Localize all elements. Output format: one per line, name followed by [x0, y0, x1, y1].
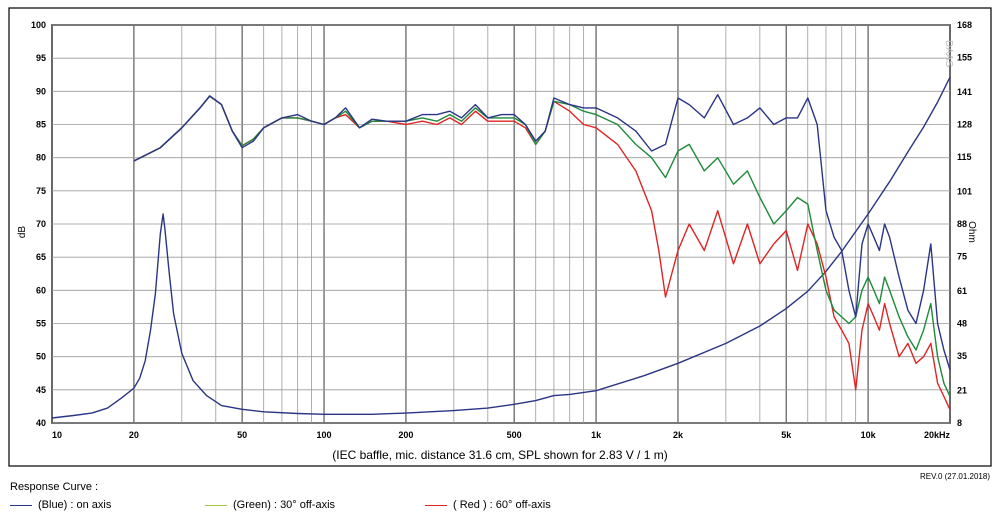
grid: [51, 24, 951, 424]
y-axis-label: dB: [17, 226, 28, 239]
y-tick-label: 40: [36, 418, 46, 428]
y2-tick-label: 155: [957, 52, 972, 62]
x-tick-label: 50: [237, 430, 247, 440]
legend-label-red: ( Red ) : 60° off-axis: [453, 499, 551, 511]
legend-item-blue: (Blue) : on axis: [10, 499, 111, 511]
chart-caption: (IEC baffle, mic. distance 31.6 cm, SPL …: [332, 448, 667, 462]
x-tick-label: 10: [52, 430, 62, 440]
legend-item-red: ( Red ) : 60° off-axis: [425, 499, 551, 511]
y2-axis-label: Ohm: [966, 221, 977, 243]
series-line-blue: [133, 94, 951, 371]
series-line-green: [133, 95, 951, 397]
y2-tick-label: 48: [957, 319, 967, 329]
y2-tick-label: 88: [957, 219, 967, 229]
y-tick-label: 75: [36, 186, 46, 196]
watermark: DAAS: [943, 40, 954, 68]
y2-tick-label: 61: [957, 286, 967, 296]
legend-title: Response Curve :: [10, 481, 99, 493]
legend-label-blue: (Blue) : on axis: [38, 499, 112, 511]
y-tick-label: 65: [36, 252, 46, 262]
y-tick-label: 70: [36, 219, 46, 229]
legend-swatch-blue: [10, 504, 32, 506]
x-tick-label: 200: [398, 430, 413, 440]
y-tick-label: 55: [36, 319, 46, 329]
tick-labels: 10 20 50 100 200 500 1k 2k 5k 10k 20kHz 40 45 50 55 60 6…: [31, 20, 972, 440]
legend-swatch-green: [205, 504, 227, 506]
y2-tick-label: 101: [957, 187, 972, 197]
x-tick-label: 20kHz: [924, 430, 951, 440]
y2-tick-label: 141: [957, 87, 972, 97]
series-lines: [51, 76, 951, 419]
x-tick-label: 1k: [591, 430, 602, 440]
x-tick-label: 2k: [673, 430, 684, 440]
y-tick-label: 85: [36, 120, 46, 130]
x-tick-label: 10k: [861, 430, 877, 440]
y2-tick-label: 75: [957, 251, 967, 261]
y2-tick-label: 128: [957, 120, 972, 130]
y-tick-label: 100: [31, 20, 46, 30]
outer-frame: [8, 7, 992, 467]
y2-tick-label: 115: [957, 152, 972, 162]
y-tick-label: 45: [36, 385, 46, 395]
revision-label: REV.0 (27.01.2018): [920, 472, 990, 481]
x-tick-label: 5k: [781, 430, 792, 440]
x-tick-label: 100: [317, 430, 332, 440]
y-tick-label: 90: [36, 86, 46, 96]
legend-item-green: (Green) : 30° off-axis: [205, 499, 335, 511]
y-tick-label: 60: [36, 285, 46, 295]
y-tick-label: 50: [36, 352, 46, 362]
legend-label-green: (Green) : 30° off-axis: [233, 499, 336, 511]
legend-swatch-red: [425, 504, 447, 506]
y2-tick-label: 35: [957, 351, 967, 361]
y2-tick-label: 168: [957, 20, 972, 30]
y-tick-label: 80: [36, 153, 46, 163]
series-line-impedance: [51, 76, 951, 419]
y2-tick-label: 8: [957, 418, 962, 428]
y-tick-label: 95: [36, 53, 46, 63]
x-tick-label: 500: [507, 430, 522, 440]
x-tick-label: 20: [129, 430, 139, 440]
y2-tick-label: 21: [957, 386, 967, 396]
